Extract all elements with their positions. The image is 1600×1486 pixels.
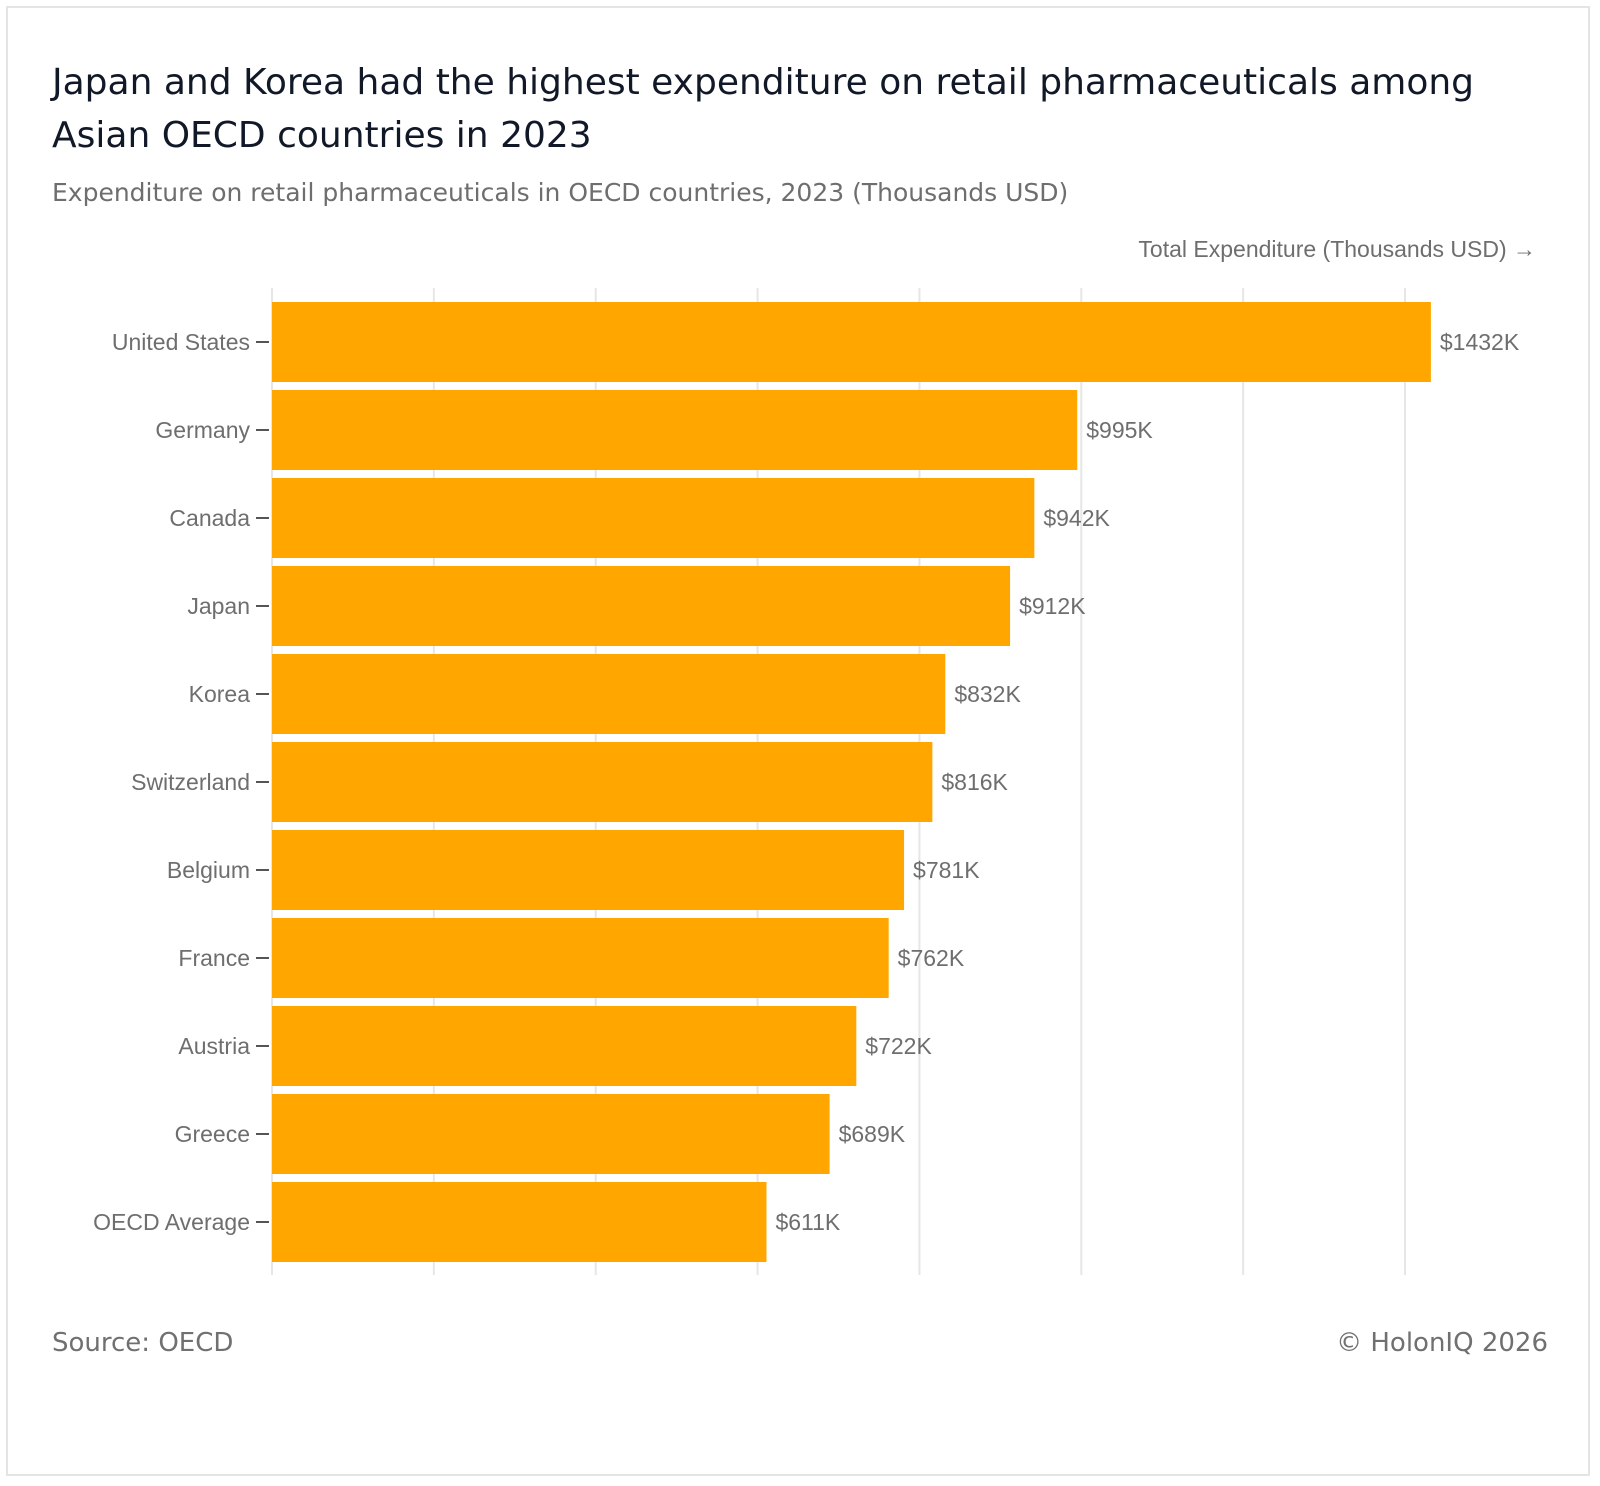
data-label: $781K bbox=[913, 857, 980, 883]
bar bbox=[272, 1182, 767, 1262]
category-label: Japan bbox=[187, 593, 250, 619]
data-label: $722K bbox=[865, 1033, 932, 1059]
x-axis-title: Total Expenditure (Thousands USD) → bbox=[1138, 236, 1536, 262]
chart-card bbox=[6, 6, 1590, 1476]
data-label: $1432K bbox=[1440, 329, 1520, 355]
data-label: $689K bbox=[839, 1121, 906, 1147]
data-label: $942K bbox=[1043, 505, 1110, 531]
category-label: Switzerland bbox=[131, 769, 250, 795]
data-label: $816K bbox=[941, 769, 1008, 795]
bars bbox=[272, 302, 1431, 1262]
category-label: Germany bbox=[155, 417, 250, 443]
bar bbox=[272, 390, 1078, 470]
bar bbox=[272, 566, 1011, 646]
copyright-note: © HolonIQ 2026 bbox=[1336, 1328, 1548, 1358]
chart-title: Japan and Korea had the highest expendit… bbox=[52, 62, 1475, 156]
bar bbox=[272, 302, 1431, 382]
bar bbox=[272, 742, 933, 822]
bar bbox=[272, 478, 1035, 558]
bar bbox=[272, 1094, 830, 1174]
category-label: United States bbox=[112, 329, 250, 355]
category-label: Austria bbox=[178, 1033, 250, 1059]
data-labels: $1432K $995K $942K $912K $832K $816K $781K $762… bbox=[775, 329, 1519, 1235]
chart-subtitle: Expenditure on retail pharmaceuticals in… bbox=[52, 178, 1069, 207]
category-label: Greece bbox=[175, 1121, 250, 1147]
source-note: Source: OECD bbox=[52, 1328, 234, 1358]
bar bbox=[272, 1006, 857, 1086]
data-label: $912K bbox=[1019, 593, 1086, 619]
bar bbox=[272, 654, 946, 734]
category-label: Belgium bbox=[167, 857, 250, 883]
data-label: $995K bbox=[1086, 417, 1153, 443]
category-label: Korea bbox=[189, 681, 251, 707]
data-label: $762K bbox=[898, 945, 965, 971]
category-label: OECD Average bbox=[93, 1209, 250, 1235]
category-label: France bbox=[178, 945, 250, 971]
bar bbox=[272, 830, 905, 910]
category-axis: United States Germany Canada Japan Korea Swit… bbox=[93, 329, 269, 1235]
data-label: $832K bbox=[954, 681, 1021, 707]
category-label: Canada bbox=[169, 505, 250, 531]
bar bbox=[272, 918, 889, 998]
data-label: $611K bbox=[775, 1209, 840, 1235]
